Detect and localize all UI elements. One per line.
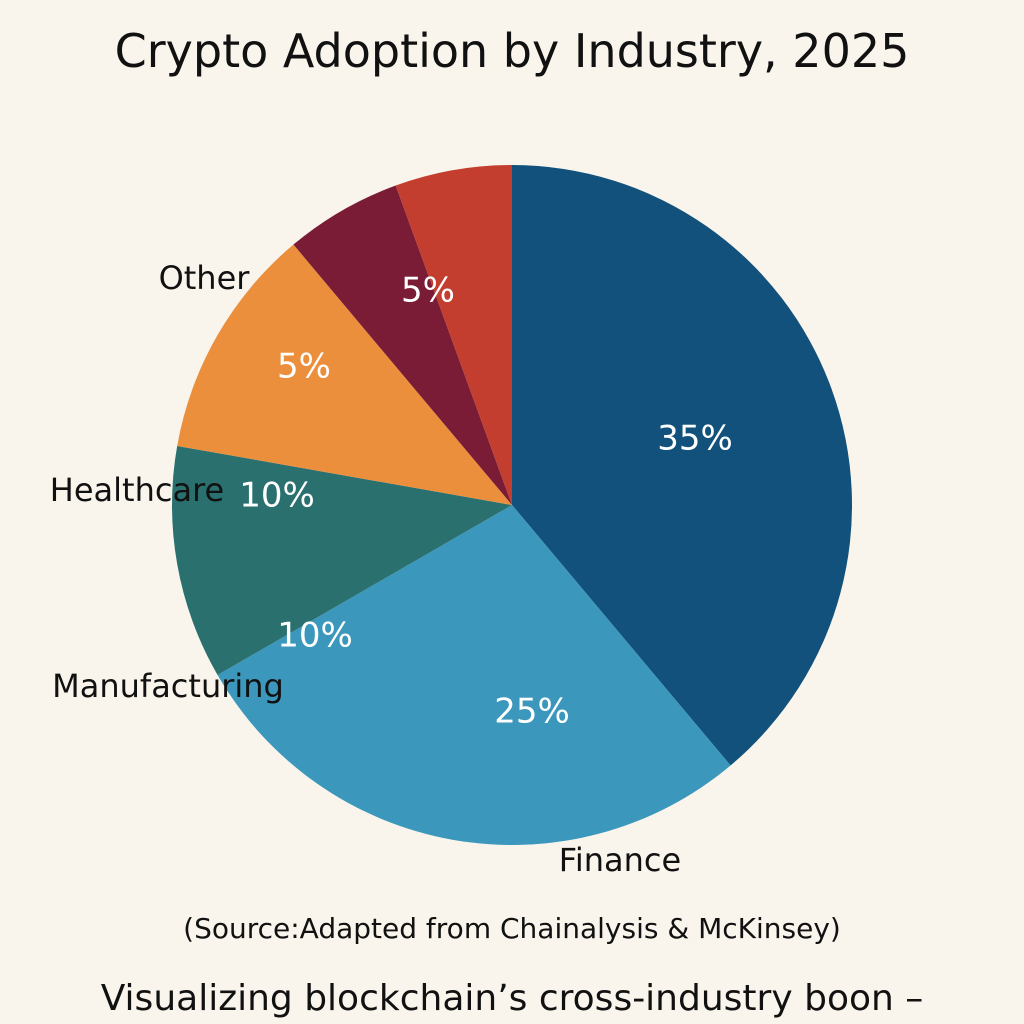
data-label: 10% — [239, 476, 315, 516]
pie-slice-0 — [512, 165, 853, 766]
data-label: 25% — [494, 692, 570, 732]
pie-slice-healthcare — [177, 244, 513, 505]
pie-slice-other — [293, 185, 512, 505]
caption: Visualizing blockchain’s cross-industry … — [100, 978, 924, 1019]
data-label: 5% — [277, 347, 331, 387]
category-label: Healthcare — [50, 471, 224, 509]
data-label: 5% — [401, 271, 455, 311]
category-label: Other — [159, 259, 251, 297]
source-note: (Source:Adapted from Chainalysis & McKin… — [183, 912, 841, 945]
pie-slice-5 — [395, 165, 512, 505]
category-label: Finance — [559, 841, 681, 879]
chart-title: Crypto Adoption by Industry, 2025 — [114, 24, 910, 78]
pie-slice-finance — [217, 505, 731, 845]
category-label: Manufacturing — [52, 667, 284, 705]
data-label: 35% — [657, 419, 733, 459]
pie-slice-manufacturing — [171, 445, 512, 675]
data-label: 10% — [277, 616, 353, 656]
